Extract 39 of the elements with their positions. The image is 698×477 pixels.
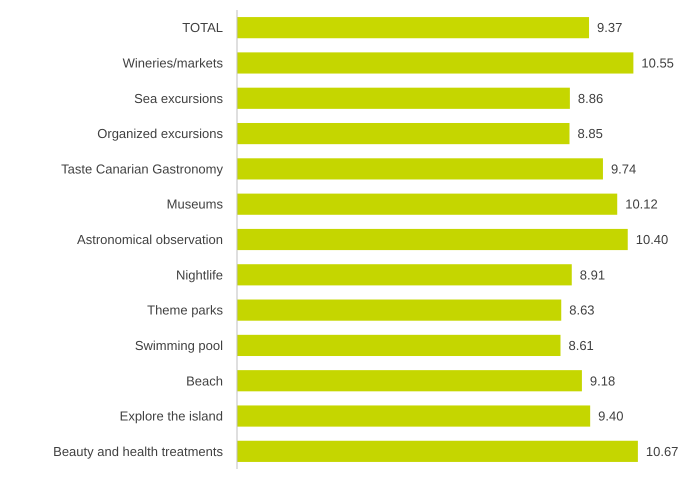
data-label: 8.63 [569,302,595,318]
bar [237,440,638,462]
bar [237,88,570,109]
data-label: 10.55 [641,56,674,71]
y-tick-label: Wineries/markets [122,56,224,71]
bar [237,228,628,250]
bar [237,122,570,144]
bar [237,194,618,215]
data-label: 9.18 [590,373,616,388]
data-label: 10.67 [646,444,678,459]
y-tick-label: Beach [186,373,223,388]
data-label: 8.85 [578,126,603,142]
bar [237,405,590,427]
y-tick-label: Taste Canarian Gastronomy [61,161,224,176]
y-tick-label: Nightlife [176,267,223,282]
data-label: 9.40 [598,408,624,424]
bar [237,264,572,286]
data-label: 10.40 [636,232,668,248]
y-tick-label: Beauty and health treatments [53,444,224,459]
data-label: 9.37 [597,20,622,36]
data-label: 8.61 [568,338,594,353]
y-tick-label: Sea excursions [134,90,224,106]
y-tick-label: Astronomical observation [77,232,223,248]
data-label: 8.91 [580,267,606,282]
y-tick-label: Swimming pool [134,338,224,353]
y-tick-label: Museums [166,196,224,212]
data-label: 10.12 [625,196,658,212]
y-tick-label: Explore the island [120,408,223,424]
data-label: 9.74 [610,161,636,176]
bar [237,334,560,356]
bar [237,52,634,74]
bar [237,370,582,392]
bar [237,158,603,180]
bar [237,17,590,38]
y-tick-label: TOTAL [182,20,223,36]
y-tick-label: Theme parks [147,302,224,318]
bar [237,300,562,321]
y-tick-label: Organized excursions [97,126,224,142]
data-label: 8.86 [578,90,604,106]
